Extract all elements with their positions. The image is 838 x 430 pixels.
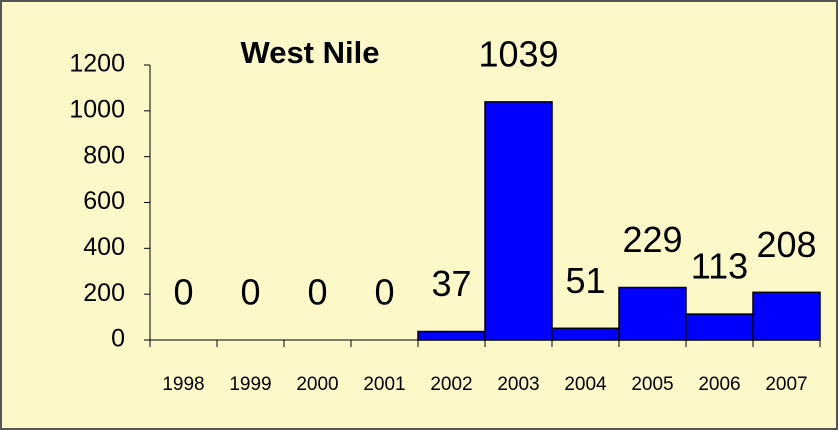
bar [417, 330, 486, 341]
x-tick-label: 2006 [698, 374, 740, 395]
value-label: 113 [691, 246, 748, 287]
chart-title: West Nile [241, 35, 380, 70]
x-tick-label: 2002 [430, 374, 472, 395]
bar [752, 291, 821, 341]
bar [685, 313, 754, 341]
y-tick-label: 1200 [69, 50, 125, 78]
value-label: 0 [240, 272, 260, 313]
value-label: 1039 [478, 33, 558, 74]
value-label: 229 [622, 219, 682, 260]
bar [618, 286, 687, 341]
x-tick-label: 2004 [564, 374, 607, 395]
y-tick-label: 0 [111, 325, 125, 353]
x-tick-label: 1998 [162, 374, 204, 395]
x-tick-label: 2005 [631, 374, 673, 395]
value-label: 0 [307, 272, 327, 313]
value-label: 0 [173, 272, 193, 313]
value-label: 0 [374, 272, 394, 313]
value-label: 208 [756, 224, 816, 265]
y-tick-label: 200 [83, 279, 125, 307]
bar [551, 327, 620, 341]
y-tick-label: 600 [83, 187, 125, 215]
value-label: 37 [431, 263, 471, 304]
x-tick-label: 2003 [497, 374, 539, 395]
bar [484, 101, 553, 341]
value-label: 51 [565, 260, 605, 301]
y-tick-label: 1000 [69, 95, 125, 123]
x-tick-label: 2001 [363, 374, 405, 395]
x-tick-label: 1999 [229, 374, 271, 395]
x-tick-label: 2000 [296, 374, 338, 395]
y-tick-label: 800 [83, 141, 125, 169]
x-tick-label: 2007 [765, 374, 807, 395]
y-tick-label: 400 [83, 233, 125, 261]
